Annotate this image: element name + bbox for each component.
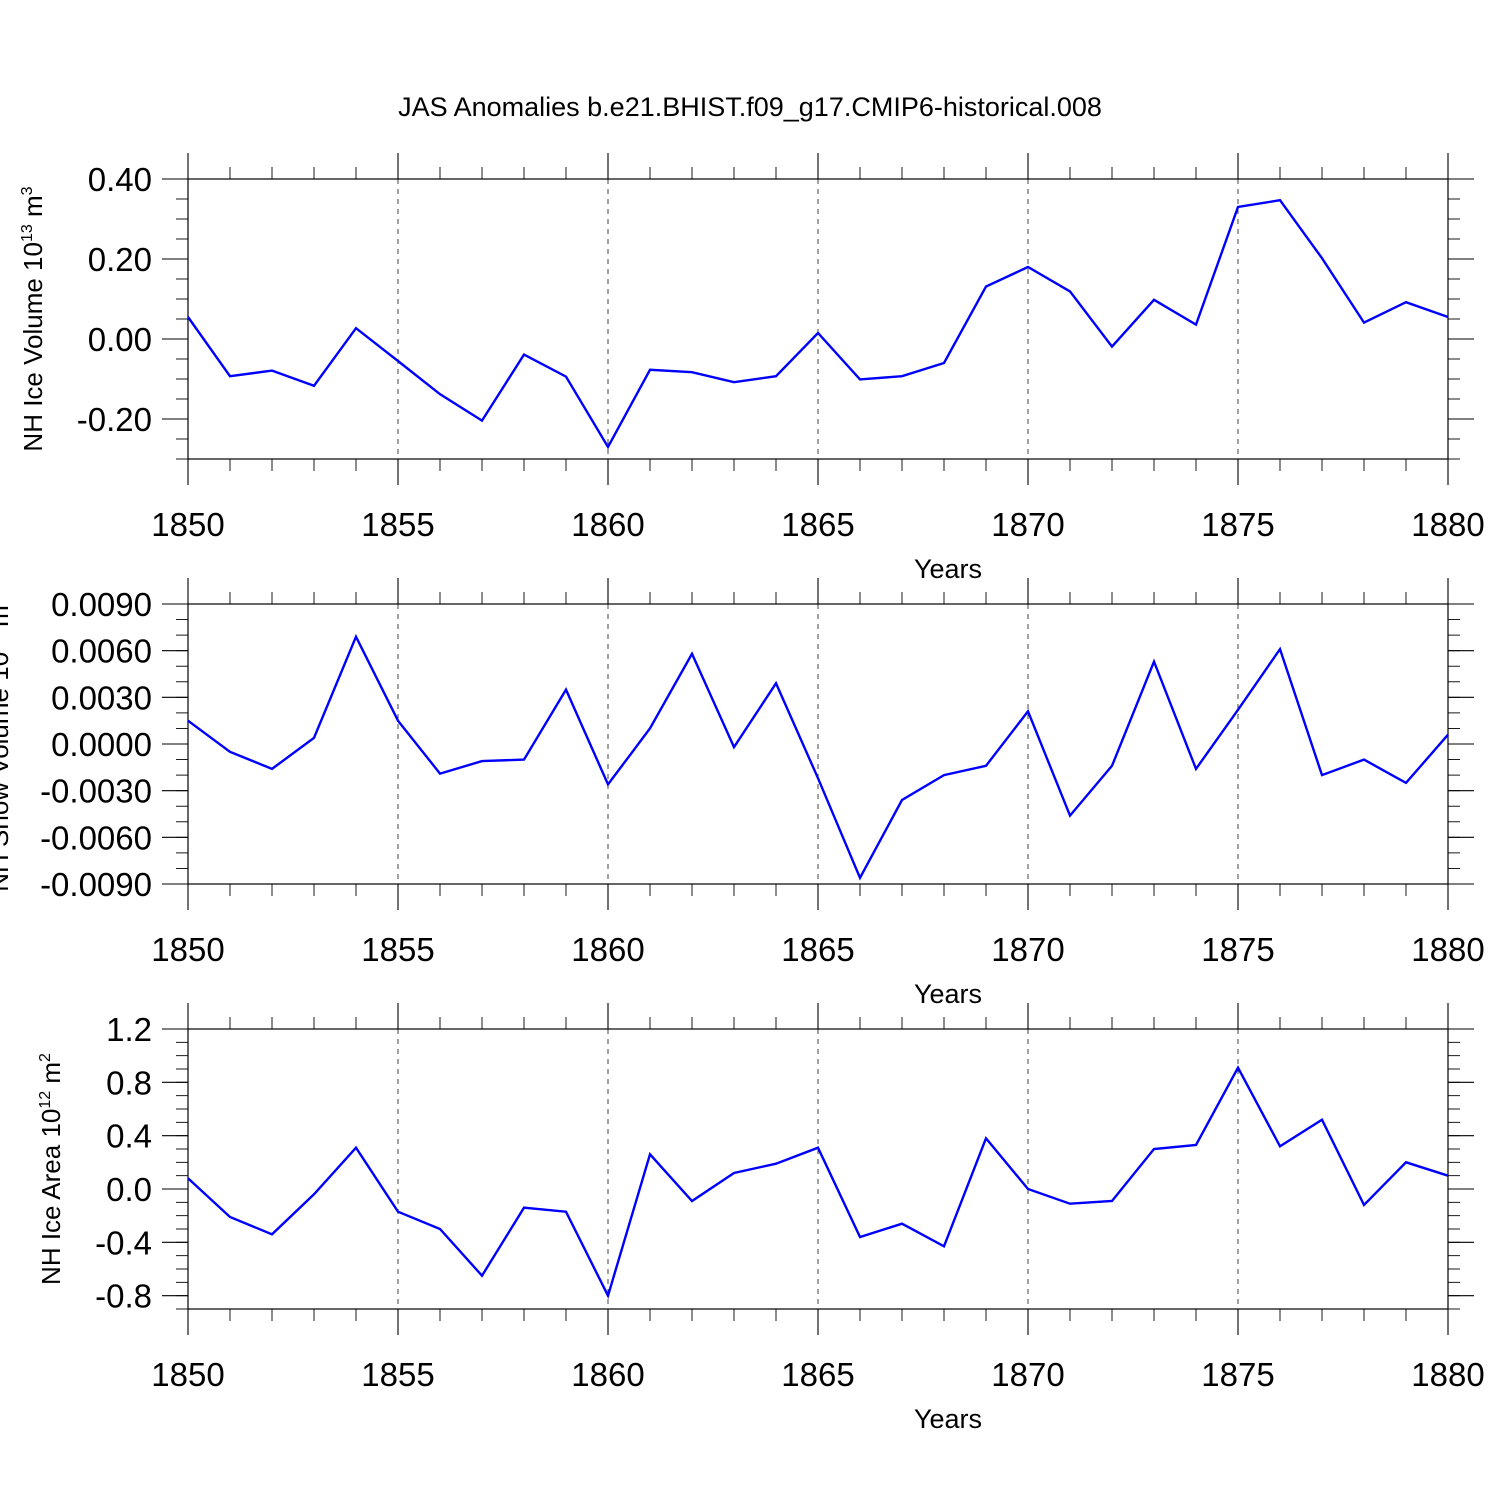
y-axis-label: NH Ice Volume 1013 m3: [18, 186, 48, 451]
y-tick-label: 0.0030: [51, 679, 152, 716]
y-tick-label: 0.8: [106, 1064, 152, 1101]
x-tick-label: 1860: [571, 506, 644, 543]
x-tick-label: 1855: [361, 1356, 434, 1393]
y-axis-label: NH Ice Area 1012 m2: [36, 1053, 66, 1285]
x-tick-label: 1870: [991, 506, 1064, 543]
chart-panel-1: 0.40 0.20 0.00 -0.20 1850 1855 1860 1865 1870 187…: [18, 153, 1485, 584]
x-tick-label: 1880: [1411, 931, 1484, 968]
x-tick-label: 1880: [1411, 506, 1484, 543]
y-tick-label: 0.20: [88, 241, 152, 278]
y-tick-label: -0.0030: [40, 773, 152, 810]
x-tick-label: 1865: [781, 1356, 854, 1393]
y-tick-label: 1.2: [106, 1011, 152, 1048]
x-tick-label: 1870: [991, 931, 1064, 968]
y-tick-label: -0.8: [95, 1278, 152, 1315]
x-axis-label: Years: [914, 979, 982, 1009]
x-tick-label: 1865: [781, 506, 854, 543]
plot-frame: [187, 603, 1449, 885]
y-tick-label: 0.0090: [51, 586, 152, 623]
x-axis-label: Years: [914, 1404, 982, 1434]
y-tick-label: 0.4: [106, 1118, 152, 1155]
y-axis-label: NH Snow Volume 1013 m3: [0, 596, 14, 892]
y-tick-label: 0.40: [88, 161, 152, 198]
x-tick-label: 1855: [361, 506, 434, 543]
x-tick-label: 1850: [151, 1356, 224, 1393]
x-tick-label: 1860: [571, 1356, 644, 1393]
y-tick-label: -0.20: [77, 401, 152, 438]
x-tick-label: 1875: [1201, 506, 1274, 543]
y-tick-label: -0.0090: [40, 866, 152, 903]
x-tick-label: 1855: [361, 931, 434, 968]
x-axis-label: Years: [914, 554, 982, 584]
x-tick-label: 1850: [151, 931, 224, 968]
y-tick-label: -0.0060: [40, 819, 152, 856]
y-tick-label: 0.0: [106, 1171, 152, 1208]
plot-frame: [187, 1028, 1449, 1310]
x-tick-label: 1860: [571, 931, 644, 968]
y-tick-label: 0.0060: [51, 633, 152, 670]
x-tick-label: 1875: [1201, 1356, 1274, 1393]
chart-panel-3: 1.2 0.8 0.4 0.0 -0.4 -0.8 1850 1855 1860 1865 1870…: [36, 1003, 1485, 1434]
x-tick-label: 1850: [151, 506, 224, 543]
y-tick-label: -0.4: [95, 1224, 152, 1261]
x-tick-label: 1875: [1201, 931, 1274, 968]
x-tick-label: 1865: [781, 931, 854, 968]
y-tick-label: 0.00: [88, 321, 152, 358]
panels: 0.40 0.20 0.00 -0.20 1850 1855 1860 1865 1870 187…: [0, 153, 1485, 1434]
y-tick-label: 0.0000: [51, 726, 152, 763]
figure-title: JAS Anomalies b.e21.BHIST.f09_g17.CMIP6-…: [398, 92, 1102, 122]
chart-panel-2: 0.0090 0.0060 0.0030 0.0000 -0.0030 -0.0060 -0…: [0, 578, 1485, 1009]
x-tick-label: 1880: [1411, 1356, 1484, 1393]
x-tick-label: 1870: [991, 1356, 1064, 1393]
